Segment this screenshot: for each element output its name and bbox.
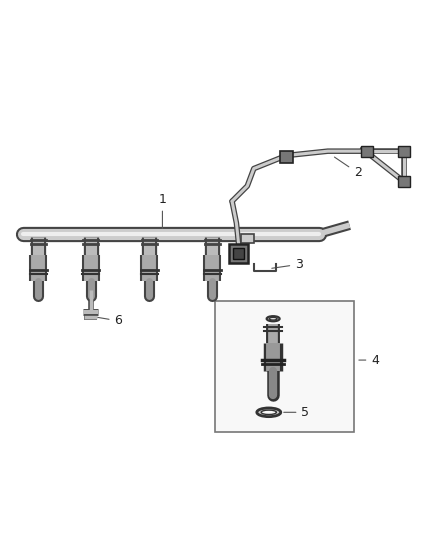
Text: 6: 6 bbox=[95, 314, 123, 327]
Text: 2: 2 bbox=[335, 157, 362, 180]
Ellipse shape bbox=[269, 318, 277, 320]
Bar bbox=[280, 151, 293, 163]
Bar bbox=[361, 146, 373, 157]
Text: 1: 1 bbox=[159, 192, 166, 230]
Bar bbox=[398, 146, 410, 157]
Ellipse shape bbox=[261, 410, 276, 415]
Bar bbox=[215, 301, 354, 432]
Text: 3: 3 bbox=[272, 258, 303, 271]
Ellipse shape bbox=[257, 408, 281, 417]
Text: 5: 5 bbox=[284, 406, 309, 419]
Text: 4: 4 bbox=[359, 353, 379, 367]
Bar bbox=[229, 244, 248, 263]
Ellipse shape bbox=[267, 316, 280, 321]
Bar bbox=[233, 248, 244, 259]
Bar bbox=[398, 176, 410, 187]
Bar bbox=[241, 234, 254, 244]
